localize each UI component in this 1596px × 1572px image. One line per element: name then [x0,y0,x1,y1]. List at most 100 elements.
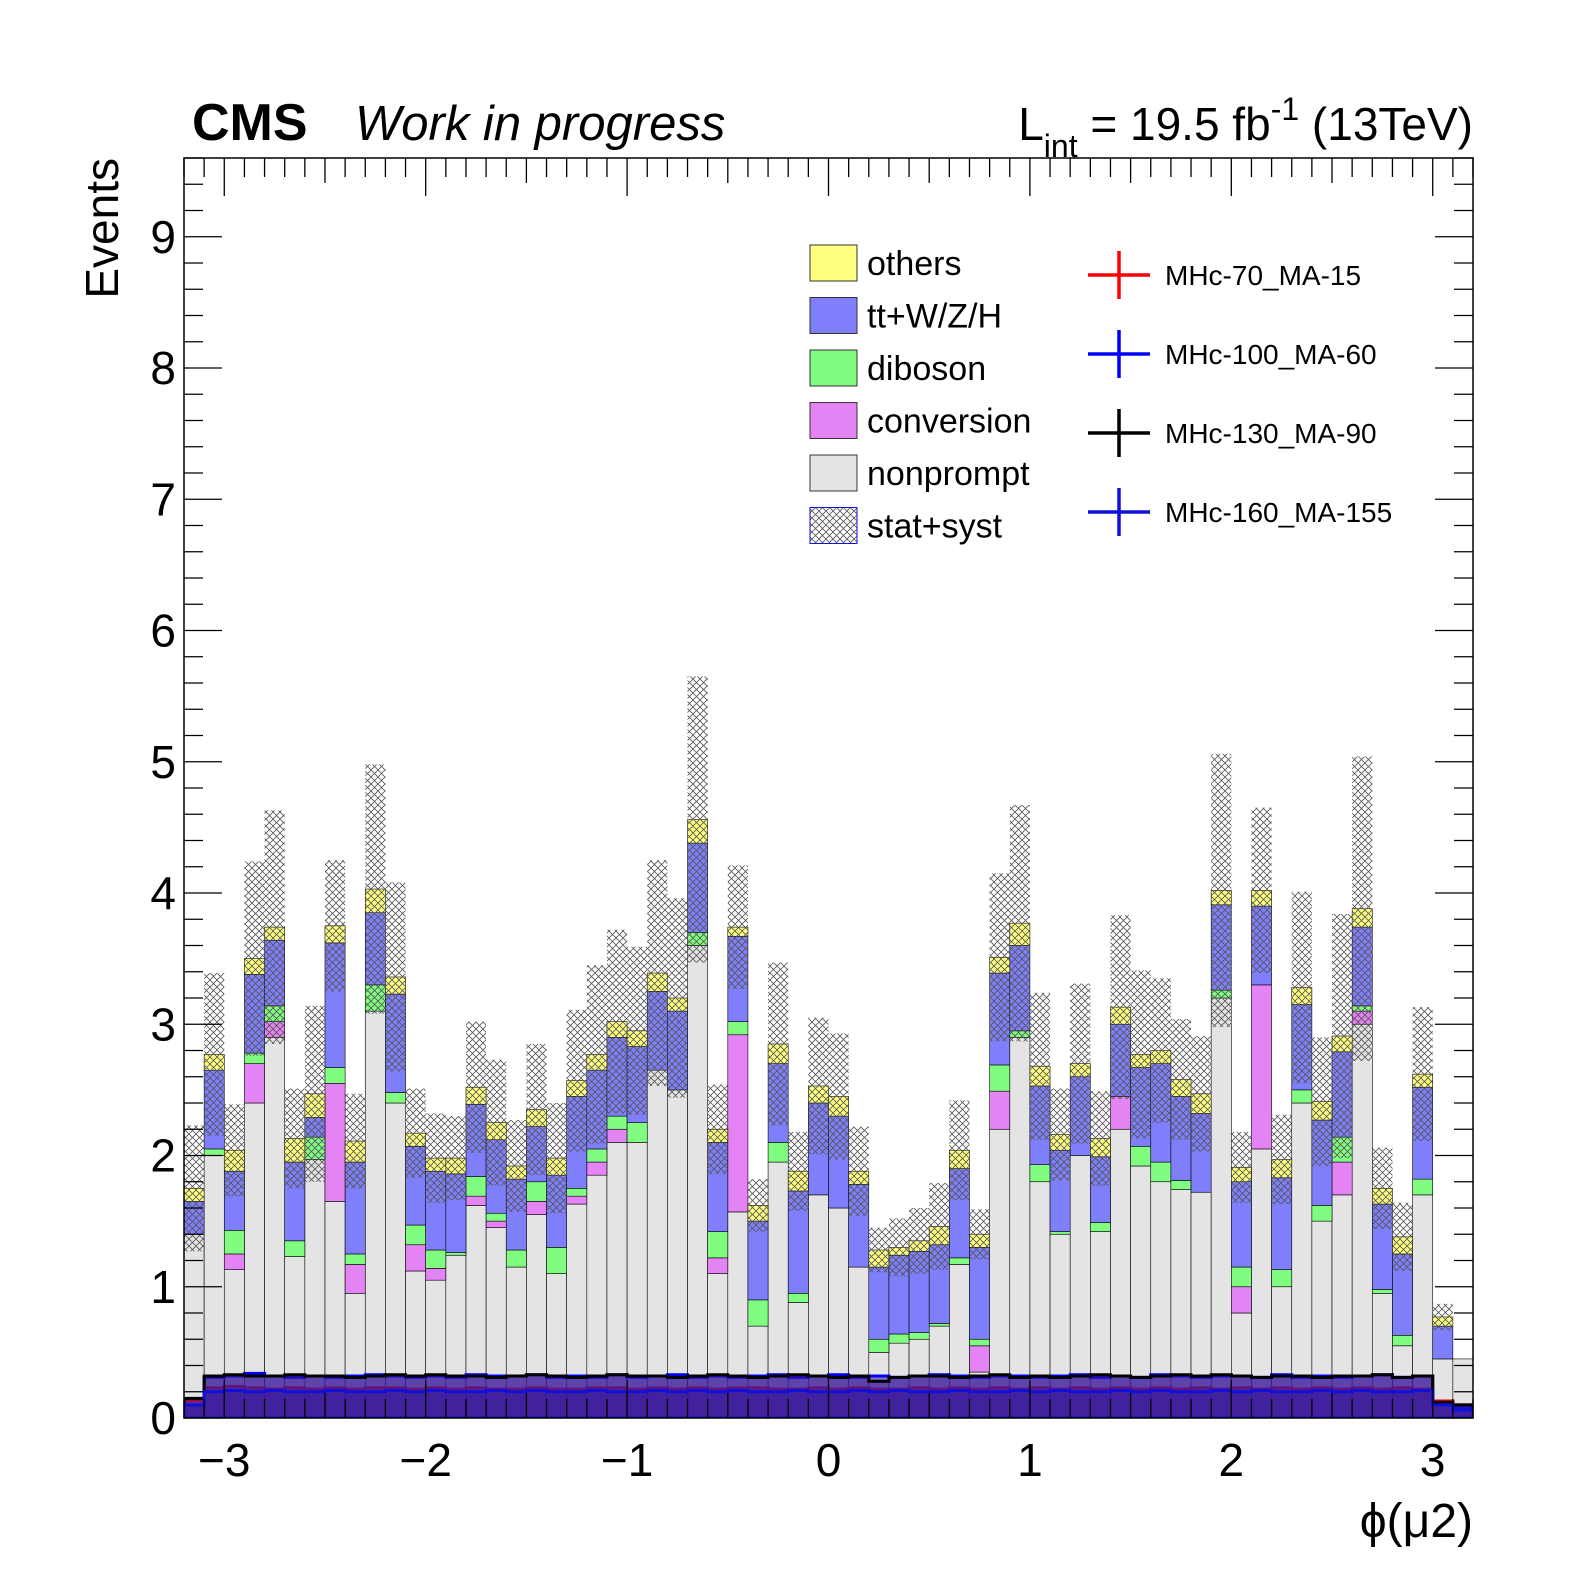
bar-diboson [1170,1180,1192,1190]
unc-band [687,676,708,963]
unc-band [425,1113,446,1203]
bar-diboson [707,1231,729,1259]
lumi-energy: (13TeV) [1299,98,1473,150]
unc-band [586,965,607,1144]
y-tick-label: 4 [150,867,176,919]
bar-nonprompt [244,1102,265,1418]
y-tick-label: 6 [150,605,176,657]
bar-conversion [1110,1096,1131,1130]
bar-conversion [465,1195,487,1206]
x-tick-label: 0 [816,1434,842,1486]
axis-ticks [183,157,1474,1419]
series-conversion [223,984,1373,1373]
legend: others tt+W/Z/H diboson conversion nonprompt… [809,244,1392,546]
bar-conversion [344,1264,366,1294]
bar-diboson [1029,1164,1051,1183]
y-tick-label: 2 [150,1130,176,1182]
axis-tick-labels: 0 1 2 3 4 5 6 7 8 9 −3 −2 −1 0 1 2 3 [150,211,1445,1486]
unc-band [204,973,225,1136]
bar-nonprompt [687,945,708,1418]
unc-band [1291,891,1312,1084]
x-tick-label: 1 [1017,1434,1043,1486]
lumi-prefix: L [1018,98,1044,150]
x-tick-label: −1 [601,1434,653,1486]
bar-conversion [566,1195,588,1205]
unc-band [989,873,1010,1042]
bar-conversion [606,1128,628,1143]
unc-band [1070,983,1091,1144]
bar-conversion [425,1268,447,1281]
bar-diboson [1231,1266,1252,1288]
bar-nonprompt [1009,1037,1031,1418]
bar-nonprompt [1452,1358,1473,1418]
unc-band [566,1009,587,1152]
bar-conversion [989,1090,1011,1130]
y-axis-title: Events [76,158,128,299]
unc-band [445,1116,466,1201]
bar-diboson [868,1338,890,1353]
unc-band [1372,1147,1393,1229]
bar-nonprompt [184,1233,205,1418]
bar-conversion [526,1201,547,1215]
bar-diboson [465,1176,487,1197]
bar-nonprompt [264,1037,286,1418]
bar-nonprompt [385,1102,406,1418]
unc-band [1130,970,1151,1139]
unc-band [909,1208,930,1274]
bar-conversion [707,1257,729,1274]
bar-diboson [385,1092,406,1104]
lumi-superscript: -1 [1271,91,1299,127]
unc-band [1231,1131,1252,1203]
unc-band [224,1104,245,1197]
bar-diboson [223,1230,245,1255]
unc-band [949,1100,970,1201]
bar-nonprompt [1291,1102,1313,1418]
unc-band [1271,1114,1292,1205]
bar-diboson [747,1299,769,1327]
legend-signal-label: MHc-100_MA-60 [1165,339,1377,370]
y-tick-label: 5 [150,736,176,788]
unc-band [385,882,406,1072]
unc-band [848,1126,869,1216]
lumi-label: Lint = 19.5 fb-1 (13TeV) [1018,91,1473,164]
unc-band [1311,1037,1333,1166]
bar-diboson [485,1212,507,1222]
bar-diboson [1412,1178,1434,1196]
unc-band [1090,1091,1111,1186]
bar-nonprompt [364,1010,386,1418]
unc-band [969,1209,990,1260]
bar-diboson [606,1115,628,1130]
unc-band [405,1088,426,1178]
unc-band [304,1005,325,1182]
x-tick-label: −2 [399,1434,451,1486]
bar-diboson [1311,1205,1333,1222]
legend-signal-label: MHc-130_MA-90 [1165,418,1377,449]
unc-band [828,1033,849,1160]
unc-band [365,764,386,1014]
unc-band [647,860,668,1086]
x-tick-label: 3 [1420,1434,1446,1486]
unc-band [1029,992,1051,1140]
bar-conversion [1231,1286,1252,1314]
unc-band [808,1017,829,1155]
bar-diboson [566,1188,588,1197]
unc-band [1432,1303,1453,1331]
y-tick-label: 3 [150,998,176,1050]
unc-band [1251,807,1272,974]
unc-band [667,898,688,1098]
bar-diboson [1150,1161,1172,1183]
bar-diboson [1049,1231,1071,1235]
unc-band [1211,753,1232,1027]
unc-band [747,1179,769,1232]
bar-diboson [324,1067,346,1084]
unc-band [1050,1088,1071,1181]
legend-label: stat+syst [867,508,1003,546]
bar-diboson [1291,1089,1313,1104]
legend-swatch [809,507,858,544]
bar-conversion [485,1220,507,1228]
unc-band [244,861,265,1056]
bar-diboson [586,1148,608,1163]
bar-nonprompt [1351,1023,1373,1418]
unc-band [868,1227,889,1273]
